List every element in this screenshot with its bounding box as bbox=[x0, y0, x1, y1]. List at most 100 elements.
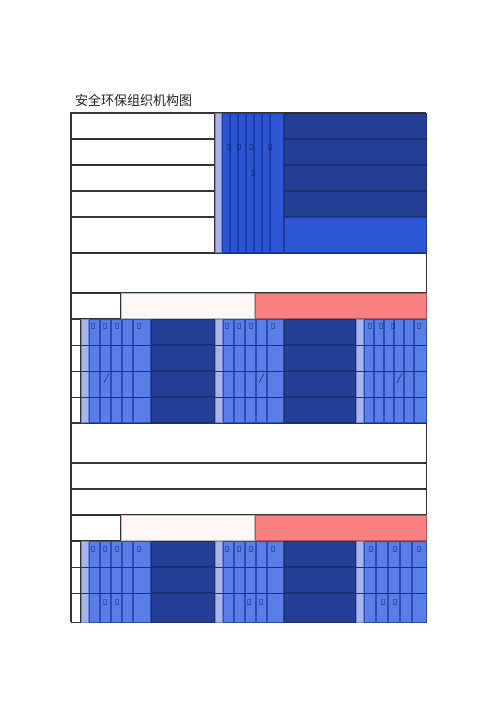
b2-strip-edge bbox=[215, 541, 223, 623]
wide-row-2 bbox=[71, 423, 427, 463]
g1-navy-1 bbox=[151, 319, 215, 345]
glyph-mark: ▯ bbox=[391, 321, 396, 330]
glyph-mark: ▯ bbox=[103, 544, 108, 553]
top-strip-6 bbox=[262, 113, 270, 253]
glyph-mark: ▯ bbox=[259, 597, 264, 606]
mid-row-sep bbox=[71, 371, 427, 372]
glyph-mark: ▯ bbox=[237, 544, 242, 553]
top-navy-cell-2 bbox=[284, 139, 427, 165]
glyph-mark: ▯ bbox=[249, 142, 254, 151]
g2-navy-4 bbox=[284, 397, 356, 423]
glyph-mark: ▯ bbox=[91, 544, 96, 553]
glyph-mark: ▯ bbox=[237, 142, 242, 151]
org-chart-frame: ▯ ▯ ▯ ▯ ▯ ▯ ▯ ▯ ▯ ▯ ▯ ▯ ▯ ▯ ▯ ▯ bbox=[70, 112, 427, 623]
b1-strip-4 bbox=[122, 541, 133, 623]
top-navy-cell-1 bbox=[284, 113, 427, 139]
glyph-mark: ▯ bbox=[115, 321, 120, 330]
glyph-mark: ▯ bbox=[368, 321, 373, 330]
glyph-mark: ▯ bbox=[417, 544, 422, 553]
b2-navy-3 bbox=[284, 593, 356, 623]
b2-strip-3 bbox=[245, 541, 256, 623]
glyph-mark: ▯ bbox=[137, 544, 142, 553]
b1-strip-2 bbox=[100, 541, 111, 623]
glyph-mark: ▯ bbox=[393, 544, 398, 553]
glyph-mark: ╱ bbox=[397, 374, 402, 383]
top-label-box-5 bbox=[71, 217, 215, 253]
top-label-box-4 bbox=[71, 191, 215, 217]
b3-strip-edge bbox=[356, 541, 364, 623]
top-navy-cell-3 bbox=[284, 165, 427, 191]
dept-pink-header-1 bbox=[255, 293, 427, 319]
wide-row-4 bbox=[71, 489, 427, 515]
glyph-mark: ▯ bbox=[271, 321, 276, 330]
dept-label-left-1 bbox=[71, 293, 121, 319]
top-strip-2 bbox=[230, 113, 238, 253]
glyph-mark: ▯ bbox=[393, 597, 398, 606]
b3-strip-5 bbox=[412, 541, 427, 623]
b1-strip-5 bbox=[133, 541, 151, 623]
dept-pink-header-2 bbox=[255, 515, 427, 541]
b3-strip-2 bbox=[376, 541, 388, 623]
glyph-mark: ▯ bbox=[115, 597, 120, 606]
glyph-mark: ▯ bbox=[381, 597, 386, 606]
wide-row-1 bbox=[71, 253, 427, 293]
glyph-mark: ▯ bbox=[227, 142, 232, 151]
top-label-box-2 bbox=[71, 139, 215, 165]
glyph-mark: ▯ bbox=[417, 321, 422, 330]
glyph-mark: ▯ bbox=[249, 321, 254, 330]
b3-strip-4 bbox=[400, 541, 412, 623]
b1-strip-1 bbox=[89, 541, 100, 623]
g2-navy-3 bbox=[284, 371, 356, 397]
b1-navy-3 bbox=[151, 593, 215, 623]
g2-navy-2 bbox=[284, 345, 356, 371]
glyph-mark: ▯ bbox=[115, 544, 120, 553]
glyph-mark: ▯ bbox=[249, 544, 254, 553]
top-strip-1 bbox=[222, 113, 230, 253]
b2-navy-2 bbox=[284, 567, 356, 593]
glyph-mark: ▯ bbox=[91, 321, 96, 330]
dept-cream-header-2 bbox=[121, 515, 255, 541]
glyph-mark: ╱ bbox=[259, 374, 264, 383]
bottom-row-sep bbox=[71, 593, 427, 594]
b3-strip-3 bbox=[388, 541, 400, 623]
glyph-mark: ▯ bbox=[251, 168, 256, 177]
glyph-mark: ▯ bbox=[369, 544, 374, 553]
glyph-mark: ▯ bbox=[103, 321, 108, 330]
top-label-box-1 bbox=[71, 113, 215, 139]
top-strip-3 bbox=[238, 113, 246, 253]
glyph-mark: ▯ bbox=[271, 544, 276, 553]
b2-navy-1 bbox=[284, 541, 356, 567]
glyph-mark: ▯ bbox=[225, 321, 230, 330]
top-strip-7 bbox=[270, 113, 284, 253]
mid-row-sep bbox=[71, 397, 427, 398]
glyph-mark: ▯ bbox=[103, 597, 108, 606]
g1-navy-4 bbox=[151, 397, 215, 423]
glyph-mark: ▯ bbox=[137, 321, 142, 330]
b1-strip-3 bbox=[111, 541, 122, 623]
top-strip-5 bbox=[254, 113, 262, 253]
mid-row-sep bbox=[71, 345, 427, 346]
bottom-row-sep bbox=[71, 567, 427, 568]
b2-strip-1 bbox=[223, 541, 234, 623]
bottom-left-margin bbox=[71, 541, 81, 623]
wide-row-3 bbox=[71, 463, 427, 489]
top-strip-4 bbox=[246, 113, 254, 253]
b2-strip-2 bbox=[234, 541, 245, 623]
g1-navy-2 bbox=[151, 345, 215, 371]
glyph-mark: ▯ bbox=[225, 544, 230, 553]
glyph-mark: ▯ bbox=[379, 321, 384, 330]
b3-strip-1 bbox=[364, 541, 376, 623]
glyph-mark: ▯ bbox=[247, 597, 252, 606]
b1-navy-2 bbox=[151, 567, 215, 593]
g2-navy-1 bbox=[284, 319, 356, 345]
b2-strip-4 bbox=[256, 541, 267, 623]
top-label-box-3 bbox=[71, 165, 215, 191]
top-strip-edge bbox=[215, 113, 222, 253]
glyph-mark: ╱ bbox=[104, 374, 109, 383]
glyph-mark: ▯ bbox=[237, 321, 242, 330]
b1-strip-edge bbox=[81, 541, 89, 623]
dept-cream-header-1 bbox=[121, 293, 255, 319]
top-blue-cell-5 bbox=[284, 217, 427, 253]
dept-label-left-2 bbox=[71, 515, 121, 541]
page-title: 安全环保组织机构图 bbox=[75, 94, 193, 109]
